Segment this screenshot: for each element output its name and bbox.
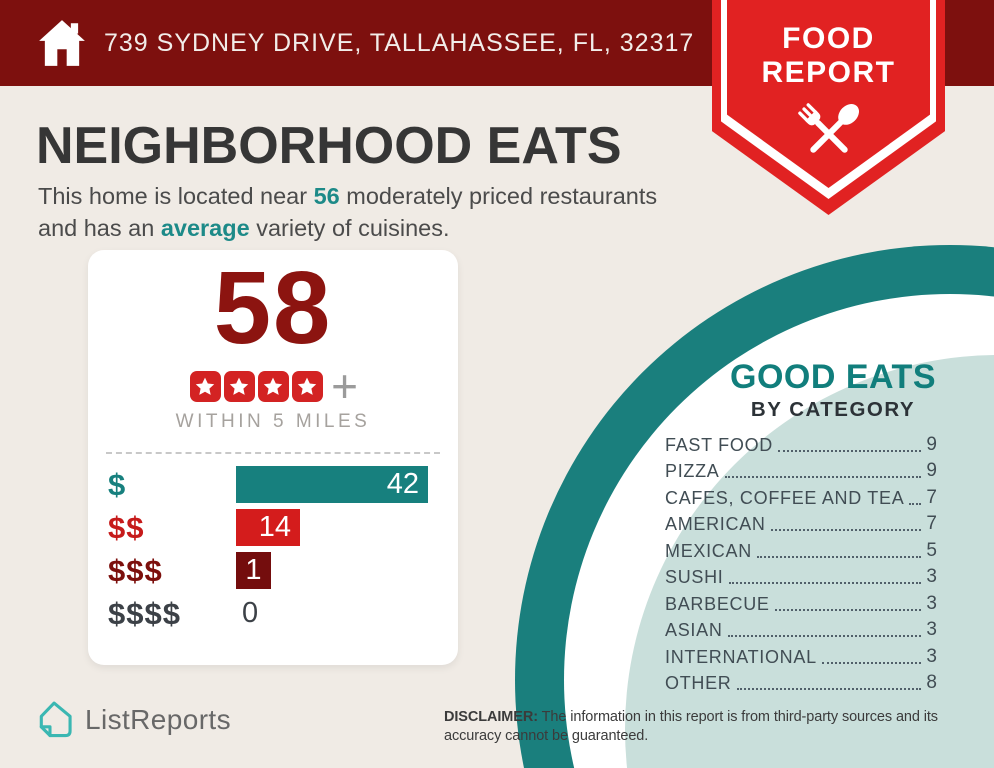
category-value: 3 (926, 619, 937, 640)
price-label: $ (108, 466, 127, 502)
price-level-chart: $42 $$ 14 $$$ 1 $$$$ 0 (88, 466, 458, 632)
good-eats-title: GOOD EATS (730, 358, 936, 396)
summary-part1: This home is located near (38, 183, 314, 209)
category-value: 8 (926, 672, 937, 693)
ribbon-line2: REPORT (761, 56, 896, 89)
price-value: 14 (258, 511, 291, 543)
price-bar: 42 (236, 466, 428, 503)
category-row: FAST FOOD 9 (665, 429, 937, 456)
star-rating (188, 371, 324, 402)
dashed-divider (106, 452, 440, 454)
stars-row: + (88, 360, 458, 412)
category-name: PIZZA (665, 461, 720, 481)
food-report-ribbon: FOOD REPORT (712, 0, 945, 215)
dotted-leader (724, 476, 922, 478)
listreports-house-icon (39, 701, 72, 738)
disclaimer-text: The information in this report is from t… (444, 709, 938, 745)
category-name: BARBECUE (665, 593, 770, 614)
property-address: 739 SYDNEY DRIVE, TALLAHASSEE, FL, 32317 (104, 28, 695, 57)
category-name: OTHER (665, 673, 732, 693)
category-row: PIZZA 9 (665, 456, 937, 483)
radius-caption: WITHIN 5 MILES (175, 411, 371, 432)
category-value: 9 (926, 460, 937, 481)
home-icon (39, 20, 85, 66)
dotted-leader (770, 529, 922, 531)
good-eats-subtitle: BY CATEGORY (750, 398, 916, 421)
category-value: 3 (926, 645, 937, 667)
dotted-leader (756, 555, 922, 558)
category-row: BARBECUE 3 (665, 588, 937, 615)
category-row: MEXICAN 5 (665, 535, 937, 562)
category-row: OTHER 8 (665, 668, 937, 695)
category-row: AMERICAN 7 (665, 509, 937, 536)
price-row: $$$ 1 (108, 552, 458, 589)
dotted-leader (774, 608, 922, 611)
category-name: INTERNATIONAL (665, 646, 817, 667)
ribbon-line1: FOOD (782, 22, 875, 55)
disclaimer-label: DISCLAIMER: (444, 709, 538, 725)
dotted-leader (909, 502, 922, 505)
category-name: ASIAN (665, 620, 723, 640)
summary-part2: moderately priced restaurants and has an (38, 183, 658, 242)
summary-text: This home is located near 56 moderately … (38, 180, 688, 245)
star-icon (223, 371, 255, 402)
category-name: SUSHI (665, 567, 724, 587)
category-value: 3 (926, 566, 937, 587)
category-value: 5 (926, 539, 937, 561)
category-row: SUSHI 3 (665, 562, 937, 589)
price-value: 42 (386, 468, 419, 500)
dotted-leader (728, 582, 922, 584)
category-row: CAFES, COFFEE AND TEA 7 (665, 482, 937, 509)
category-name: FAST FOOD (665, 434, 773, 455)
price-row: $$$$ 0 (108, 595, 458, 632)
category-name: CAFES, COFFEE AND TEA (665, 487, 905, 508)
variety-rating: average (160, 215, 250, 242)
category-value: 7 (926, 513, 937, 534)
crossed-spoon-fork-icon (797, 103, 859, 153)
price-value: 0 (242, 597, 259, 629)
price-bar: 1 (236, 552, 271, 589)
price-row: $42 (108, 466, 458, 503)
dotted-leader (736, 688, 922, 690)
good-eats-heading: GOOD EATS BY CATEGORY (680, 358, 986, 422)
price-bar: 14 (236, 509, 300, 546)
category-row: ASIAN 3 (665, 615, 937, 642)
summary-part3: variety of cuisines. (249, 215, 450, 242)
category-list: FAST FOOD 9 PIZZA 9 CAFES, COFFEE AND TEA 7 AM… (665, 429, 937, 694)
dotted-leader (777, 449, 922, 452)
restaurant-stats-card: 58 + WITHIN 5 MILES $42 $$ 14 $$$ 1 $$$$ 0 (88, 250, 458, 665)
dotted-leader (727, 635, 922, 637)
category-row: INTERNATIONAL 3 (665, 641, 937, 668)
price-value: 1 (245, 554, 262, 586)
listreports-logo: ListReports (34, 699, 231, 741)
category-name: MEXICAN (665, 540, 752, 561)
price-row: $$ 14 (108, 509, 458, 546)
category-name: AMERICAN (665, 514, 766, 534)
category-value: 7 (926, 486, 937, 508)
page-title: NEIGHBORHOOD EATS (36, 117, 622, 175)
category-value: 9 (926, 433, 937, 455)
restaurant-count: 56 (313, 183, 340, 209)
star-icon (189, 371, 221, 402)
disclaimer: DISCLAIMER: The information in this repo… (444, 708, 979, 746)
brand-name: ListReports (85, 704, 232, 735)
plus-sign: + (331, 360, 358, 412)
star-icon (257, 371, 289, 402)
star-icon (291, 371, 323, 402)
total-restaurants: 58 (213, 250, 333, 365)
dotted-leader (821, 661, 922, 664)
category-value: 3 (926, 592, 937, 614)
price-label: $$$ (108, 552, 163, 588)
price-label: $$$$ (108, 595, 181, 631)
price-label: $$ (108, 509, 145, 545)
